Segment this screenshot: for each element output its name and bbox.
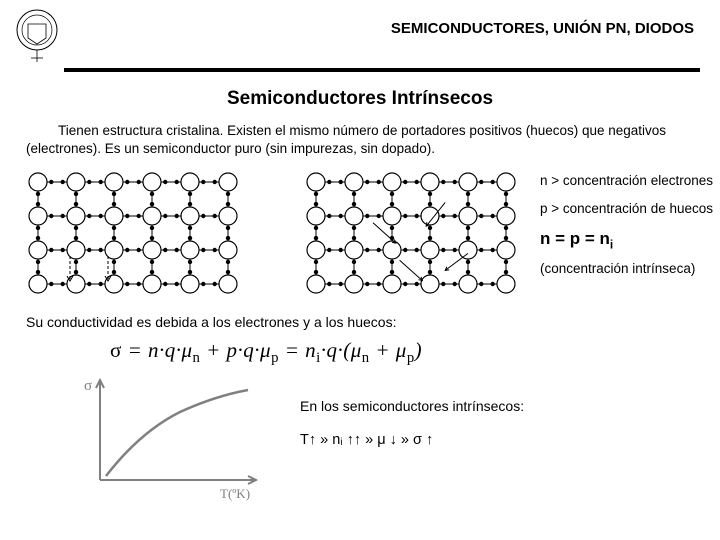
y-axis-label: σ — [84, 378, 92, 394]
lattice-diagram-left — [24, 168, 244, 300]
conductivity-formula: σ = n·q·μn + p·q·μp = ni·q·(μn + μp) — [110, 338, 422, 367]
eq-sub: i — [610, 237, 613, 251]
university-seal-icon — [14, 8, 60, 64]
header-breadcrumb: SEMICONDUCTORES, UNIÓN PN, DIODOS — [60, 8, 700, 37]
sigma-vs-temperature-chart: σ T(ºK) — [70, 372, 270, 502]
temperature-notes: En los semiconductores intrínsecos: T↑ »… — [300, 372, 524, 502]
temperature-relation: T↑ » nᵢ ↑↑ » μ ↓ » σ ↑ — [300, 432, 524, 448]
definitions-column: n > concentración electrones p > concent… — [540, 168, 713, 278]
p-definition: p > concentración de huecos — [540, 200, 713, 218]
intro-paragraph: Tienen estructura cristalina. Existen el… — [26, 122, 694, 158]
x-axis-label: T(ºK) — [220, 486, 250, 501]
conductivity-sentence: Su conductividad es debida a los electro… — [26, 314, 694, 330]
page-title: Semiconductores Intrínsecos — [0, 88, 720, 110]
intrinsic-label: (concentración intrínseca) — [540, 260, 713, 278]
lattice-diagram-right — [302, 168, 522, 300]
n-definition: n > concentración electrones — [540, 172, 713, 190]
intro-text: Tienen estructura cristalina. Existen el… — [26, 123, 666, 156]
intrinsic-equation: n = p = ni — [540, 228, 713, 253]
header-rule — [64, 68, 700, 72]
eq-prefix: n = p = n — [540, 229, 610, 248]
intrinsic-note: En los semiconductores intrínsecos: — [300, 398, 524, 414]
